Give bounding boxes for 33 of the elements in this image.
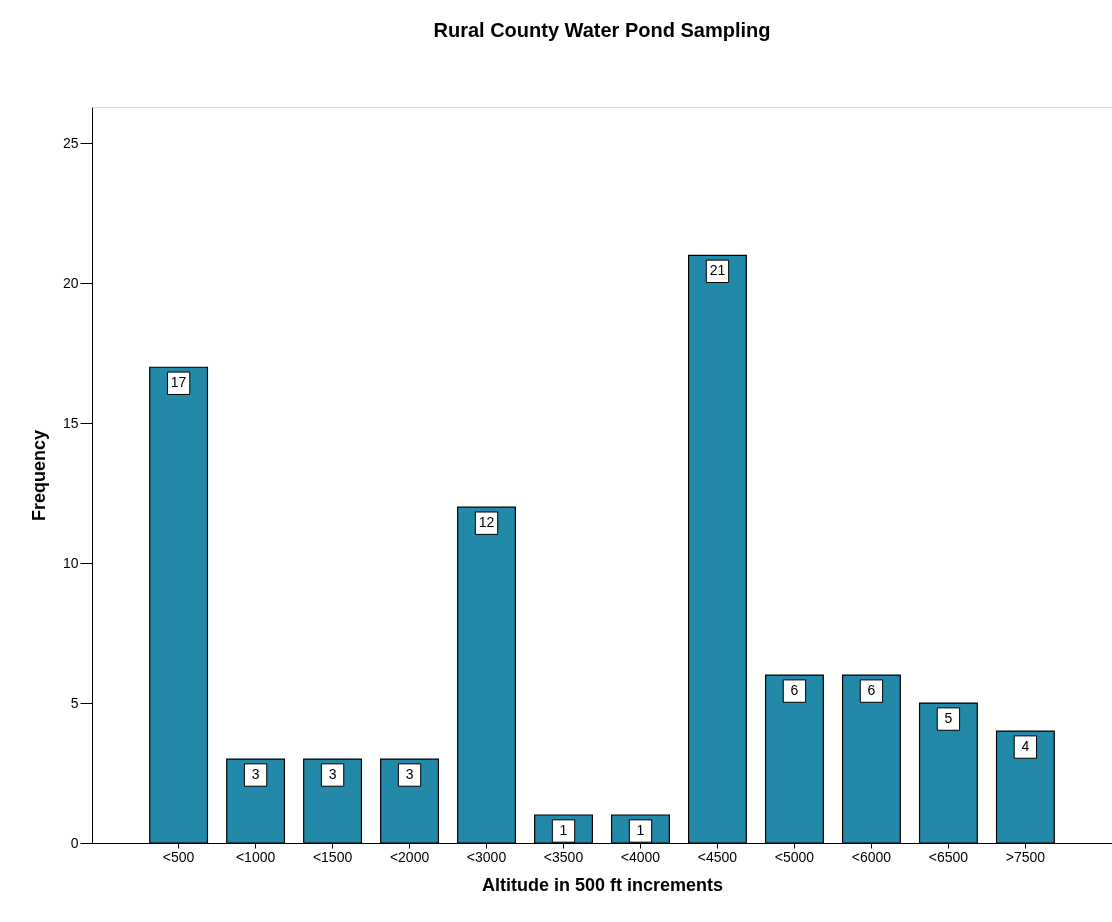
x-tick-label: <6000 — [851, 848, 892, 865]
data-label: 3 — [251, 766, 260, 783]
data-label: 5 — [944, 710, 953, 727]
x-tick-label: <5000 — [774, 848, 815, 865]
data-label: 1 — [636, 822, 645, 839]
y-tick-label: 10 — [62, 554, 79, 571]
data-label: 21 — [709, 262, 726, 279]
x-tick-label: >7500 — [1005, 848, 1046, 865]
y-tick-label: 15 — [62, 414, 79, 431]
data-label: 1 — [559, 822, 568, 839]
data-label: 3 — [405, 766, 414, 783]
x-tick-label: <1500 — [312, 848, 353, 865]
data-label: 17 — [170, 374, 187, 391]
x-tick-label: <3500 — [543, 848, 584, 865]
data-label: 12 — [478, 514, 495, 531]
data-label: 6 — [867, 682, 876, 699]
y-axis-title: Frequency — [28, 429, 49, 522]
x-tick-label: <3000 — [466, 848, 507, 865]
x-axis-title: Altitude in 500 ft increments — [481, 874, 724, 895]
data-label: 3 — [328, 766, 337, 783]
y-tick-label: 20 — [62, 274, 79, 291]
x-tick-label: <4500 — [697, 848, 738, 865]
x-tick-label: <500 — [162, 848, 195, 865]
y-tick-label: 25 — [62, 134, 79, 151]
x-tick-label: <6500 — [928, 848, 969, 865]
x-tick-label: <1000 — [235, 848, 276, 865]
chart-title: Rural County Water Pond Sampling — [433, 19, 771, 41]
data-label: 6 — [790, 682, 799, 699]
x-tick-label: <4000 — [620, 848, 661, 865]
data-label: 4 — [1021, 738, 1030, 755]
y-tick-label: 5 — [70, 694, 79, 711]
y-tick-label: 0 — [70, 834, 79, 851]
x-tick-label: <2000 — [389, 848, 430, 865]
